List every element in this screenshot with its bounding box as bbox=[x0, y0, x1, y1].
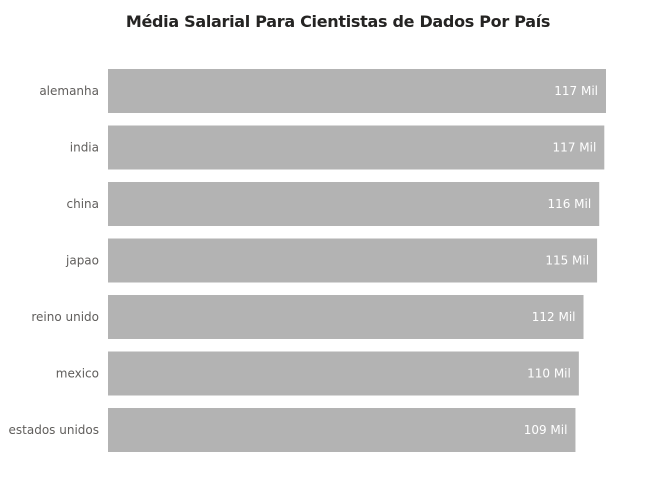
data-label-india: 117 Mil bbox=[553, 141, 597, 155]
category-label-india: india bbox=[70, 141, 99, 155]
category-label-japao: japao bbox=[65, 254, 99, 268]
bar-estados-unidos[interactable] bbox=[108, 408, 576, 452]
bar-japao[interactable] bbox=[108, 238, 598, 283]
bar-alemanha[interactable] bbox=[108, 69, 606, 113]
category-label-mexico: mexico bbox=[56, 367, 99, 381]
data-label-japao: 115 Mil bbox=[545, 254, 589, 268]
bar-reino-unido[interactable] bbox=[108, 295, 584, 339]
bar-china[interactable] bbox=[108, 182, 600, 226]
data-label-reino-unido: 112 Mil bbox=[532, 310, 576, 324]
category-label-china: china bbox=[67, 197, 100, 211]
data-label-mexico: 110 Mil bbox=[527, 367, 571, 381]
data-label-estados-unidos: 109 Mil bbox=[524, 423, 568, 437]
bar-india[interactable] bbox=[108, 125, 605, 170]
category-label-reino-unido: reino unido bbox=[31, 310, 99, 324]
data-label-alemanha: 117 Mil bbox=[554, 84, 598, 98]
category-label-estados-unidos: estados unidos bbox=[9, 423, 99, 437]
chart-title: Média Salarial Para Cientistas de Dados … bbox=[125, 12, 551, 31]
bar-mexico[interactable] bbox=[108, 351, 579, 396]
data-label-china: 116 Mil bbox=[547, 197, 591, 211]
category-label-alemanha: alemanha bbox=[39, 84, 99, 98]
